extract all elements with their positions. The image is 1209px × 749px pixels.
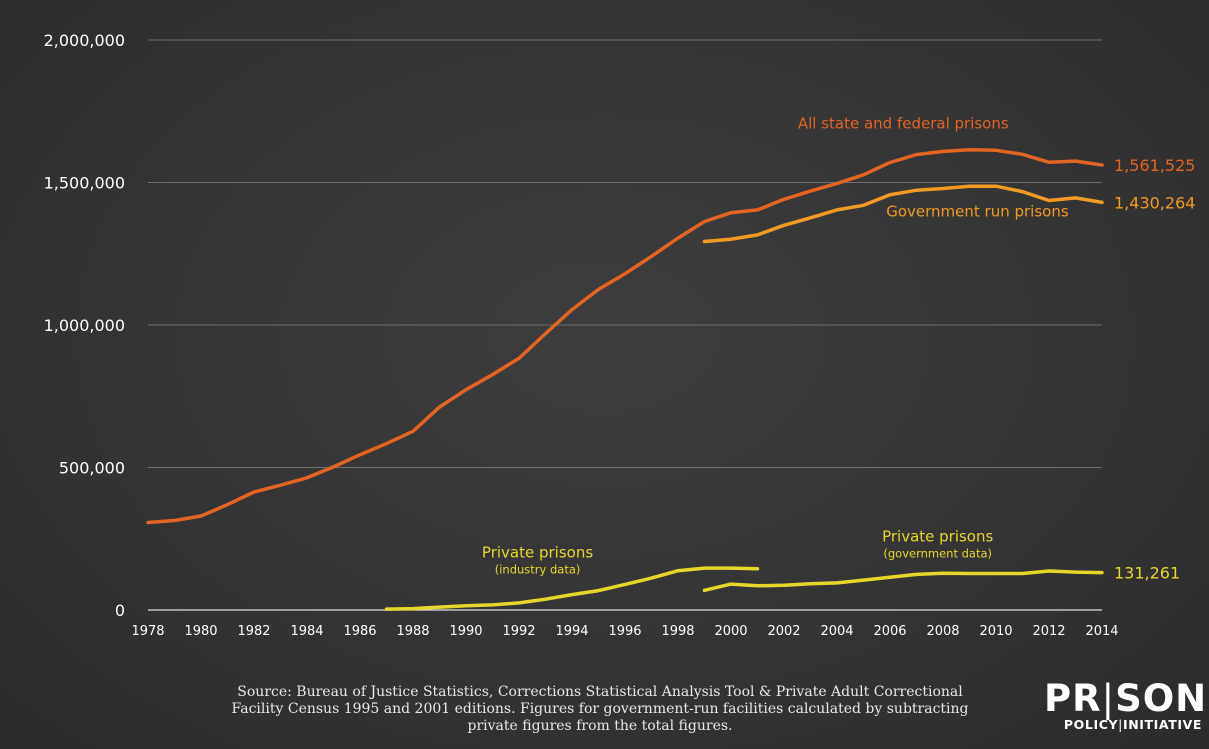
source-line: Facility Census 1995 and 2001 editions. … [231, 701, 969, 717]
x-tick-label: 1990 [449, 624, 482, 639]
series-line [384, 566, 760, 611]
x-tick-label: 2010 [979, 624, 1012, 639]
series-sub-label: (government data) [883, 547, 992, 561]
x-tick-label: 2014 [1085, 624, 1118, 639]
x-tick-label: 1986 [343, 624, 376, 639]
series-name-label: Government run prisons [886, 203, 1069, 221]
source-line: private figures from the total figures. [467, 718, 733, 734]
x-tick-label: 1984 [290, 624, 323, 639]
series-line [702, 569, 1104, 593]
prison-policy-initiative-logo: PR|SON POLICY|INITIATIVE [1044, 677, 1206, 732]
series-end-value: 1,430,264 [1114, 193, 1195, 212]
y-axis-tick-labels: 0 500,000 1,000,000 1,500,000 2,000,000 [44, 31, 125, 620]
series-end-value: 1,561,525 [1114, 156, 1195, 175]
logo-text: PR [1044, 677, 1102, 720]
x-tick-label: 1978 [131, 624, 164, 639]
x-tick-label: 1992 [502, 624, 535, 639]
series-name-label: Private prisons [482, 543, 593, 561]
x-tick-label: 2004 [820, 624, 853, 639]
series-line [146, 147, 1104, 525]
x-tick-label: 2000 [714, 624, 747, 639]
x-tick-label: 1982 [237, 624, 270, 639]
x-tick-label: 1996 [608, 624, 641, 639]
x-tick-label: 1980 [184, 624, 217, 639]
y-tick-label: 500,000 [59, 459, 125, 478]
logo-wordmark-top: PR|SON [1044, 677, 1206, 720]
x-tick-label: 2006 [873, 624, 906, 639]
x-tick-label: 1988 [396, 624, 429, 639]
series-name-label: All state and federal prisons [798, 114, 1009, 132]
x-axis-tick-labels: 1978 1980 1982 1984 1986 1988 1990 1992 1994 1996… [131, 624, 1118, 639]
series-end-value: 131,261 [1114, 564, 1180, 583]
x-tick-label: 2002 [767, 624, 800, 639]
y-tick-label: 1,500,000 [44, 174, 125, 193]
series-labels: 1,561,525 1,430,264 131,261 All state and f… [482, 114, 1196, 582]
logo-separator: | [1101, 677, 1116, 720]
x-tick-label: 2008 [926, 624, 959, 639]
x-tick-label: 1998 [661, 624, 694, 639]
series-lines [146, 147, 1104, 611]
logo-text: INITIATIVE [1122, 717, 1202, 732]
logo-text: POLICY [1063, 717, 1119, 732]
y-tick-label: 1,000,000 [44, 316, 125, 335]
series-sub-label: (industry data) [495, 562, 581, 576]
source-note: Source: Bureau of Justice Statistics, Co… [160, 684, 1040, 735]
logo-text: SON [1115, 677, 1208, 720]
source-line: Source: Bureau of Justice Statistics, Co… [237, 684, 963, 700]
x-tick-label: 1994 [555, 624, 588, 639]
logo-separator: | [1118, 717, 1123, 732]
gridlines [148, 39, 1102, 611]
y-tick-label: 2,000,000 [44, 31, 125, 50]
logo-wordmark-bottom: POLICY|INITIATIVE [1044, 718, 1202, 732]
x-tick-label: 2012 [1032, 624, 1065, 639]
series-line [702, 184, 1104, 244]
series-name-label: Private prisons [882, 528, 993, 546]
y-tick-label: 0 [115, 601, 125, 620]
